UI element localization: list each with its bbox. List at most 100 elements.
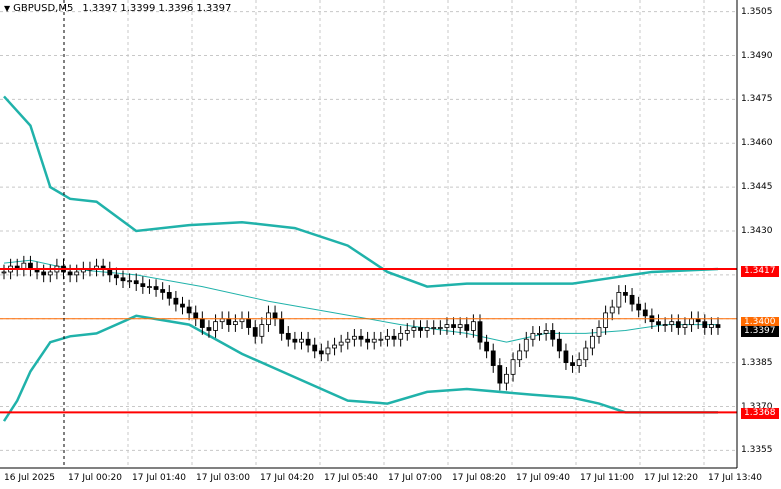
candle: [312, 337, 318, 359]
resistance-price-tag: 1.3417: [741, 266, 779, 277]
candle: [338, 334, 344, 353]
candle: [556, 331, 562, 359]
time-axis-label: 17 Jul 11:00: [580, 473, 634, 483]
candle: [279, 311, 285, 341]
candle: [113, 267, 119, 286]
candle: [318, 343, 324, 362]
price-axis-label: 1.3445: [741, 182, 773, 193]
candle: [444, 317, 450, 335]
time-axis-label: 17 Jul 09:40: [516, 473, 570, 483]
support-price-tag: 1.3368: [741, 408, 779, 419]
candle: [563, 343, 569, 370]
price-axis-label: 1.3505: [741, 6, 773, 17]
candle: [695, 311, 701, 329]
candle: [715, 317, 721, 335]
candle: [193, 305, 199, 327]
time-axis-label: 17 Jul 13:40: [708, 473, 762, 483]
candle: [292, 331, 298, 350]
candle: [232, 314, 238, 332]
time-axis-label: 16 Jul 2025: [4, 473, 55, 483]
candle: [510, 352, 516, 382]
candle: [404, 323, 410, 341]
mid-line-price-tag: 1.3400: [741, 317, 779, 328]
candle: [28, 255, 33, 277]
candle: [120, 270, 126, 289]
candle: [107, 261, 113, 283]
time-axis-label: 17 Jul 05:40: [324, 473, 378, 483]
candle: [537, 326, 542, 341]
time-axis-label: 17 Jul 00:20: [68, 473, 122, 483]
candle: [180, 296, 185, 315]
candle: [371, 331, 377, 350]
candle: [431, 320, 437, 335]
candle: [497, 358, 503, 391]
candle: [523, 331, 529, 359]
candle: [424, 320, 430, 338]
candle: [160, 282, 166, 300]
time-axis-label: 17 Jul 07:00: [388, 473, 442, 483]
candle: [642, 302, 648, 324]
candle: [451, 317, 456, 335]
price-axis-label: 1.3475: [741, 94, 773, 105]
candle: [147, 279, 152, 294]
candle: [365, 331, 371, 350]
price-axis-label: 1.3430: [741, 226, 773, 236]
candle: [1, 264, 7, 280]
candle: [550, 323, 556, 347]
candle: [570, 355, 575, 373]
candle: [219, 311, 225, 329]
price-axis-label: 1.3385: [741, 357, 773, 368]
candle: [418, 320, 423, 338]
candle: [285, 326, 291, 347]
ohlc-high: 1.3399: [120, 3, 156, 14]
candle: [252, 320, 258, 344]
candle: [682, 317, 688, 335]
current-price-tag: 1.3397: [741, 326, 779, 337]
candle: [689, 311, 694, 332]
candle: [616, 285, 622, 315]
candle: [675, 314, 681, 335]
candle: [490, 343, 496, 373]
candle: [702, 314, 708, 335]
candle: [504, 367, 509, 391]
candle: [596, 320, 602, 344]
candle: [100, 258, 106, 277]
triangle-down-icon[interactable]: ▼: [4, 4, 11, 13]
candle: [391, 328, 397, 347]
candle: [609, 299, 615, 321]
candle: [345, 331, 351, 350]
candle: [272, 305, 278, 327]
candle: [94, 258, 99, 277]
candle: [140, 276, 146, 294]
candle: [457, 317, 463, 335]
candle: [226, 311, 232, 332]
ohlc-low: 1.3396: [158, 3, 194, 14]
candle: [662, 317, 668, 332]
bollinger-lower-band: [2, 314, 718, 422]
candle: [305, 331, 311, 353]
candle: [246, 311, 252, 335]
candle: [186, 299, 192, 321]
candle: [583, 340, 589, 368]
candle: [378, 331, 384, 347]
candle: [656, 314, 661, 332]
price-axis-label: 1.3355: [741, 445, 773, 456]
candle: [239, 311, 245, 329]
candle: [21, 255, 27, 277]
candle: [411, 320, 417, 338]
candle: [206, 320, 212, 338]
ohlc-open: 1.3397: [82, 3, 118, 14]
candle: [517, 343, 523, 368]
candle: [484, 334, 490, 359]
candle: [385, 328, 390, 347]
candle: [153, 279, 159, 297]
candle: [213, 314, 218, 338]
candle: [669, 314, 675, 332]
ohlc-close: 1.3397: [196, 3, 232, 14]
time-axis-label: 17 Jul 04:20: [260, 473, 314, 483]
candle: [127, 273, 133, 289]
time-axis-label: 17 Jul 03:00: [196, 473, 250, 483]
time-axis-label: 17 Jul 08:20: [452, 473, 506, 483]
